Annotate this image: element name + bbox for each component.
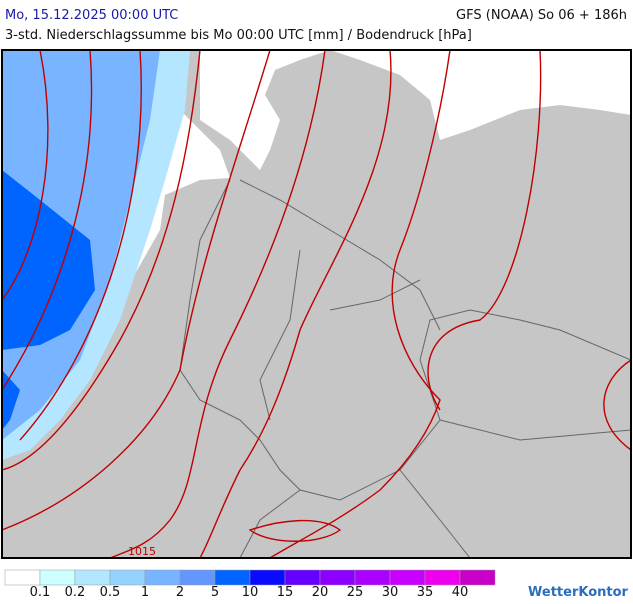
legend-label: 15 xyxy=(277,585,294,600)
isobar-label: 1015 xyxy=(128,545,156,558)
legend-swatch xyxy=(74,569,111,586)
precip-heavy xyxy=(2,170,95,350)
legend-label: 30 xyxy=(382,585,399,600)
legend-swatch xyxy=(179,569,216,586)
legend-swatch xyxy=(354,569,391,586)
map-frame xyxy=(1,49,632,559)
legend-swatch xyxy=(214,569,251,586)
precip-heavy xyxy=(2,370,20,430)
valid-time: Mo, 15.12.2025 00:00 UTC xyxy=(5,8,178,23)
legend-label: 40 xyxy=(452,585,469,600)
legend-label: 5 xyxy=(211,585,219,600)
legend-label: 25 xyxy=(347,585,364,600)
model-run: GFS (NOAA) So 06 + 186h xyxy=(456,8,627,23)
legend-swatch xyxy=(389,569,426,586)
legend-label: 0.5 xyxy=(100,585,121,600)
legend-swatch xyxy=(459,569,496,586)
logo: WetterKontor xyxy=(528,585,629,600)
legend-label: 0.2 xyxy=(65,585,86,600)
legend-swatch xyxy=(39,569,76,586)
legend-label: 20 xyxy=(312,585,329,600)
subtitle: 3-std. Niederschlagssumme bis Mo 00:00 U… xyxy=(5,28,472,43)
isobars xyxy=(2,50,631,558)
legend-swatch xyxy=(424,569,461,586)
legend: 0.1 0.2 0.5 1 2 5 10 15 20 25 30 35 40 xyxy=(4,569,496,600)
legend-label: 2 xyxy=(176,585,184,600)
legend-label: 0.1 xyxy=(30,585,51,600)
legend-label: 35 xyxy=(417,585,434,600)
legend-label: 1 xyxy=(141,585,149,600)
legend-swatch xyxy=(319,569,356,586)
legend-swatch xyxy=(144,569,181,586)
legend-swatch xyxy=(109,569,146,586)
map: 1015 xyxy=(1,49,632,559)
legend-label: 10 xyxy=(242,585,259,600)
legend-swatch xyxy=(284,569,321,586)
legend-swatch xyxy=(249,569,286,586)
legend-swatch xyxy=(4,569,41,586)
